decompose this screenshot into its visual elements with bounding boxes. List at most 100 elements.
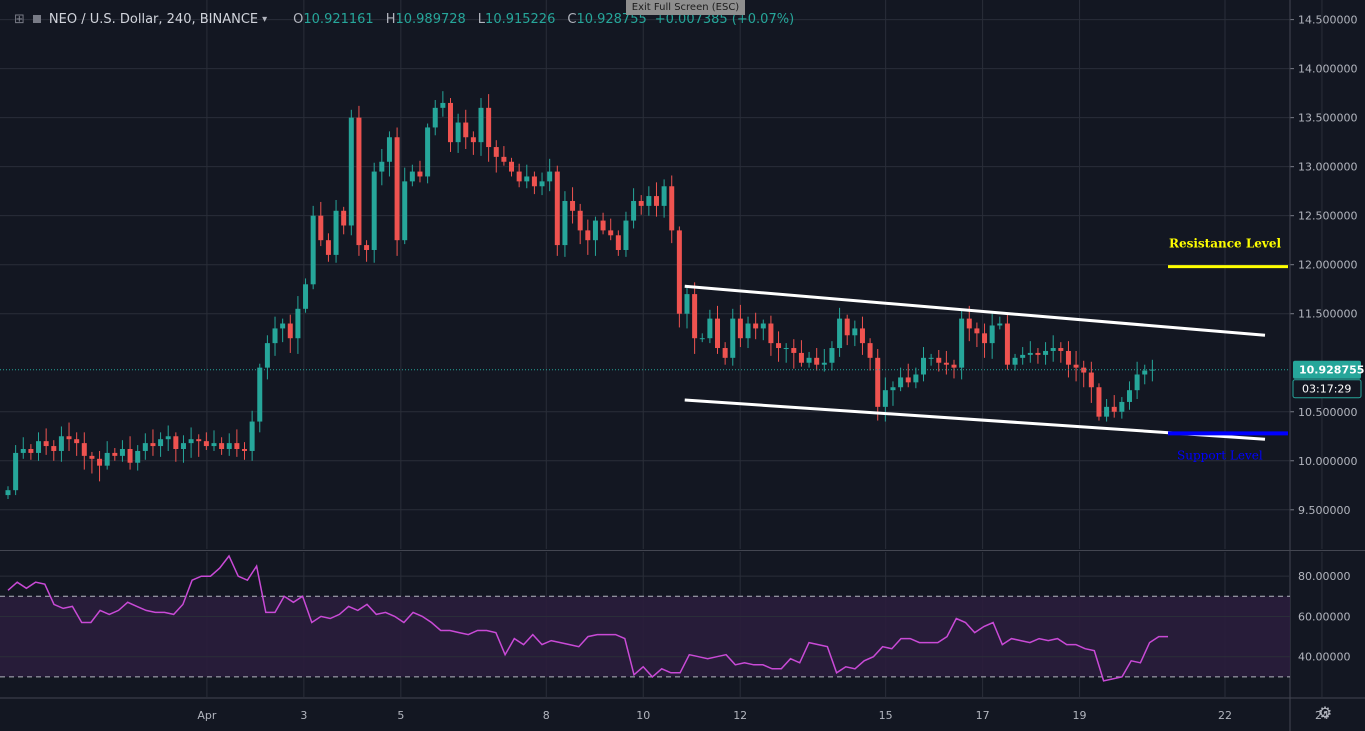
candle-up (249, 421, 255, 451)
candle-up (264, 343, 270, 368)
candle-down (1088, 372, 1094, 388)
price-axis-label: 13.500000 (1298, 112, 1358, 125)
time-axis-label: 22 (1218, 709, 1232, 722)
candle-up (1104, 406, 1110, 417)
candle-up (402, 181, 408, 241)
price-axis-label: 14.500000 (1298, 14, 1358, 27)
candle-down (1058, 348, 1064, 351)
candle-up (1043, 350, 1049, 355)
time-axis-label: Apr (197, 709, 217, 722)
time-axis-label: 17 (976, 709, 990, 722)
price-axis-label: 10.500000 (1298, 406, 1358, 419)
candle-up (1126, 390, 1132, 402)
candle-up (1020, 354, 1026, 358)
price-axis-label: 10.000000 (1298, 455, 1358, 468)
candle-up (5, 490, 11, 496)
candle-down (615, 235, 621, 250)
candle-up (333, 210, 339, 255)
candle-up (1050, 348, 1056, 351)
candle-down (554, 171, 560, 246)
candle-up (478, 107, 484, 143)
candle-up (997, 323, 1003, 326)
candle-up (1134, 374, 1140, 391)
candle-up (920, 357, 926, 375)
rsi-axis-label: 40.00000 (1298, 651, 1351, 664)
candle-down (493, 147, 499, 157)
open-value: 10.921161 (303, 11, 374, 27)
candle-up (188, 439, 194, 444)
candle-down (905, 377, 911, 383)
candle-up (371, 171, 377, 250)
candle-up (409, 171, 415, 182)
candle-down (974, 328, 980, 334)
candle-down (287, 323, 293, 339)
candle-up (104, 452, 110, 466)
candle-down (127, 449, 133, 463)
candle-up (165, 436, 171, 440)
candle-up (524, 176, 530, 182)
candle-down (463, 122, 469, 138)
candle-up (1119, 401, 1125, 412)
candle-down (470, 137, 476, 143)
rsi-line (7, 554, 1168, 682)
time-axis-label: 5 (397, 709, 404, 722)
candle-down (364, 245, 370, 250)
candle-down (966, 318, 972, 329)
candle-down (318, 215, 324, 241)
close-value: 10.928755 (576, 11, 647, 27)
candle-down (1111, 406, 1117, 412)
candle-up (890, 387, 896, 391)
candle-down (669, 186, 675, 231)
candle-up (1012, 357, 1018, 365)
candle-up (379, 161, 385, 172)
candle-down (173, 436, 179, 450)
candle-up (455, 122, 461, 143)
candle-down (844, 318, 850, 336)
candle-up (142, 443, 148, 451)
candle-down (737, 318, 743, 339)
candle-down (867, 343, 873, 358)
symbol-dropdown-icon[interactable]: ▾ (262, 13, 268, 25)
candle-down (715, 318, 721, 349)
price-axis-label: 9.500000 (1298, 504, 1351, 517)
candle-down (676, 230, 682, 314)
candle-up (425, 127, 431, 177)
candle-down (501, 156, 507, 162)
candle-down (51, 446, 57, 451)
price-axis-label: 13.000000 (1298, 161, 1358, 174)
current-price-tag (1293, 360, 1361, 379)
channel-upper-line[interactable] (684, 284, 1266, 337)
candle-up (58, 436, 64, 451)
chart-settings-icon[interactable]: ⊞ (14, 11, 25, 27)
candle-down (722, 348, 728, 358)
symbol-title[interactable]: NEO / U.S. Dollar, 240, BINANCE (48, 11, 259, 27)
candle-up (432, 107, 438, 128)
candle-up (280, 323, 286, 329)
candle-up (547, 171, 553, 182)
price-axis-label: 11.500000 (1298, 308, 1358, 321)
candle-down (509, 161, 515, 172)
candle-up (913, 374, 919, 383)
candle-up (226, 443, 232, 450)
candle-up (13, 452, 19, 491)
gear-icon[interactable]: ⚙ (1317, 703, 1333, 722)
candle-up (829, 348, 835, 363)
candle-up (310, 215, 316, 285)
candle-down (66, 436, 72, 440)
candle-down (341, 210, 347, 226)
symbol-square-icon (32, 15, 41, 23)
candle-down (234, 443, 240, 450)
current-price-value: 10.928755 (1299, 364, 1364, 377)
candle-down (798, 352, 804, 363)
candle-up (303, 284, 309, 309)
candle-up (562, 200, 568, 246)
rsi-band-fill (0, 596, 1290, 677)
candle-up (440, 102, 446, 108)
rsi-axis-label: 60.00000 (1298, 610, 1351, 623)
candle-down (776, 343, 782, 349)
candle-down (43, 441, 49, 447)
candle-down (608, 230, 614, 236)
candle-down (97, 458, 103, 466)
exit-fullscreen-tooltip[interactable]: Exit Full Screen (ESC) (626, 0, 745, 15)
